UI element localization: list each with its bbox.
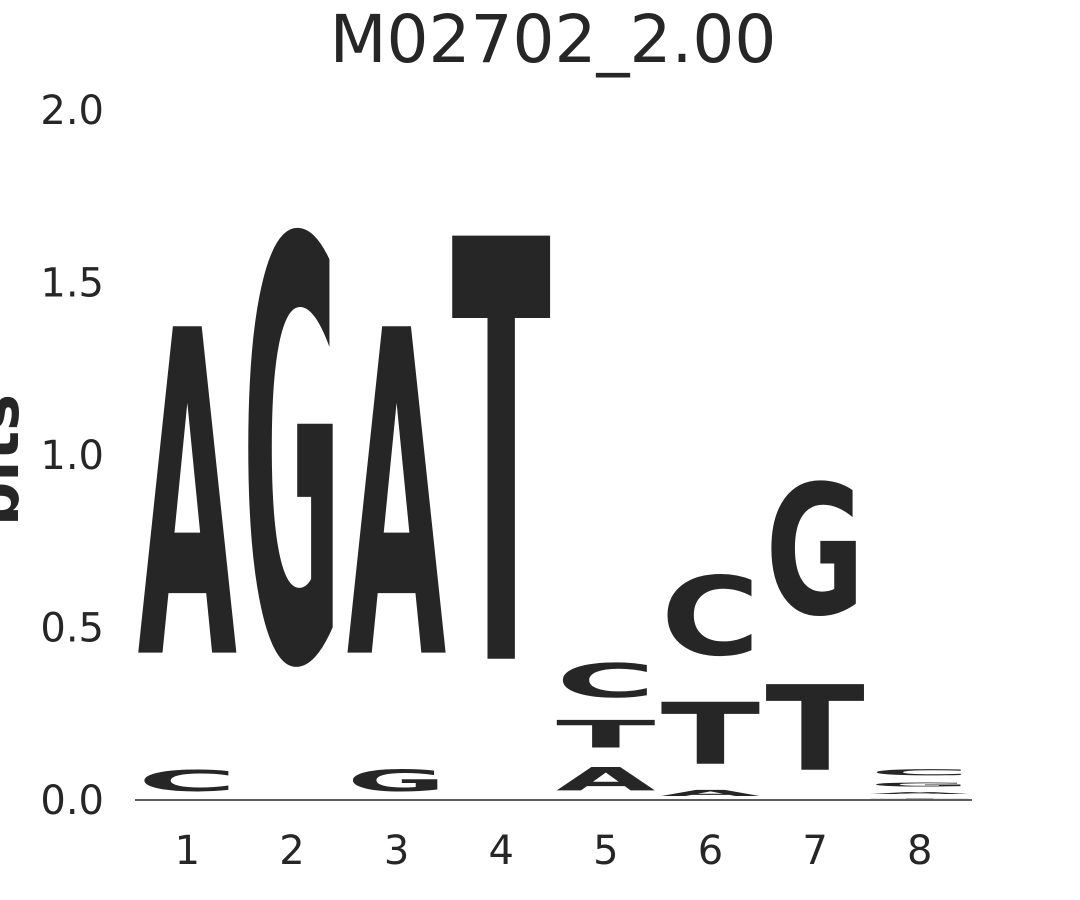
letter: A [870, 792, 969, 795]
letter: C [556, 654, 655, 708]
y-axis-label: bits [0, 394, 33, 526]
letter: C [870, 768, 969, 778]
x-tick-label: 4 [488, 828, 513, 874]
letter: G [347, 764, 446, 798]
letter: T [451, 120, 551, 796]
y-tick-label: 0.0 [40, 778, 104, 824]
letter: A [347, 237, 447, 759]
y-tick-label: 0.5 [40, 606, 104, 652]
letter: T [765, 662, 864, 799]
x-tick-label: 2 [279, 828, 304, 874]
letter: A [661, 788, 760, 798]
y-tick-label: 2.0 [40, 88, 104, 134]
chart-title: M02702_2.00 [330, 1, 777, 78]
x-tick-label: 5 [593, 828, 618, 874]
letter: C [138, 764, 237, 798]
letter: C [661, 554, 760, 681]
letter: T [556, 713, 656, 757]
letter: T [661, 685, 760, 784]
letter: A [556, 761, 655, 798]
letter: G [870, 781, 969, 787]
letter: G [242, 120, 341, 796]
letter: A [138, 237, 238, 759]
y-tick-label: 1.0 [40, 433, 104, 479]
x-tick-label: 7 [802, 828, 827, 874]
x-tick-label: 3 [384, 828, 409, 874]
x-tick-label: 8 [907, 828, 932, 874]
x-tick-label: 6 [698, 828, 723, 874]
x-tick-label: 1 [175, 828, 200, 874]
letter: G [765, 448, 864, 657]
y-tick-label: 1.5 [40, 261, 104, 307]
